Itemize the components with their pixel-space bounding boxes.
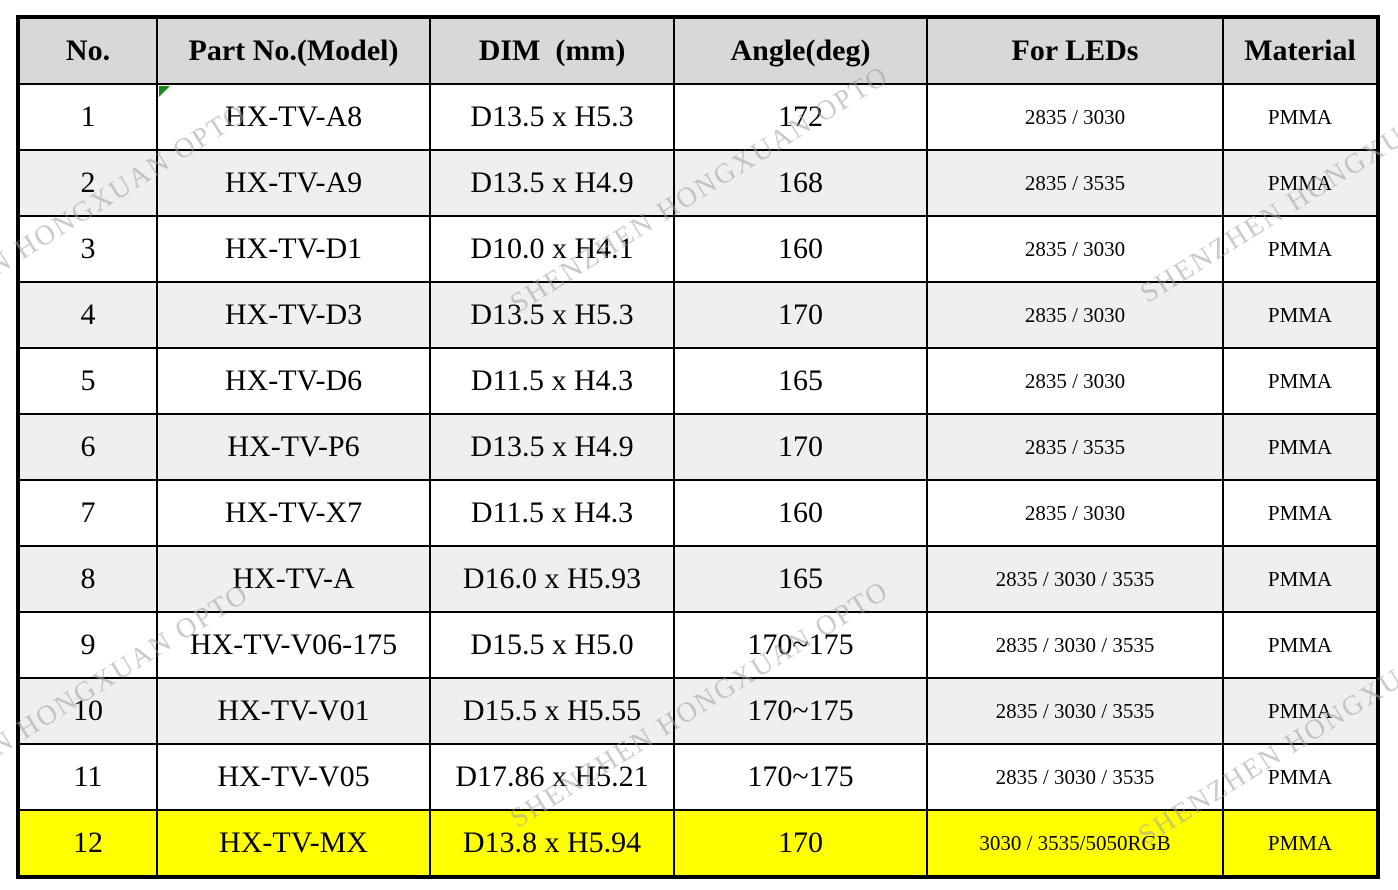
cell-dim: D11.5 x H4.3 (429, 479, 675, 547)
cell-material: PMMA (1222, 743, 1379, 811)
cell-dim: D17.86 x H5.21 (429, 743, 675, 811)
cell-model: HX-TV-MX (156, 809, 431, 878)
header-for-leds: For LEDs (926, 16, 1224, 85)
cell-angle: 170~175 (673, 677, 928, 745)
cell-material: PMMA (1222, 479, 1379, 547)
cell-for-leds: 2835 / 3535 (926, 413, 1224, 481)
cell-no: 12 (17, 809, 158, 878)
cell-dim: D13.8 x H5.94 (429, 809, 675, 878)
cell-dim: D16.0 x H5.93 (429, 545, 675, 613)
table-row: 5 HX-TV-D6 D11.5 x H4.3 165 2835 / 3030 PMMA (17, 347, 1379, 415)
table-row: 8 HX-TV-A D16.0 x H5.93 165 2835 / 3030 / 35… (17, 545, 1379, 613)
table-row: 10 HX-TV-V01 D15.5 x H5.55 170~175 2835 / 30… (17, 677, 1379, 745)
cell-model: HX-TV-X7 (156, 479, 431, 547)
cell-for-leds: 2835 / 3030 / 3535 (926, 611, 1224, 679)
cell-for-leds: 2835 / 3535 (926, 149, 1224, 217)
cell-for-leds: 2835 / 3030 / 3535 (926, 545, 1224, 613)
cell-angle: 170~175 (673, 743, 928, 811)
cell-for-leds: 2835 / 3030 (926, 347, 1224, 415)
cell-model: HX-TV-D6 (156, 347, 431, 415)
header-angle: Angle(deg) (673, 16, 928, 85)
cell-model: HX-TV-D1 (156, 215, 431, 283)
cell-dim: D11.5 x H4.3 (429, 347, 675, 415)
header-no: No. (17, 16, 158, 85)
cell-material: PMMA (1222, 809, 1379, 878)
cell-model: HX-TV-V05 (156, 743, 431, 811)
cell-dim: D13.5 x H4.9 (429, 149, 675, 217)
table-row: 4 HX-TV-D3 D13.5 x H5.3 170 2835 / 3030 PMMA (17, 281, 1379, 349)
led-lens-spec-table: No. Part No.(Model) DIM (mm) Angle(deg) … (16, 15, 1380, 879)
cell-no: 9 (17, 611, 158, 679)
header-row: No. Part No.(Model) DIM (mm) Angle(deg) … (17, 16, 1379, 85)
cell-model: HX-TV-V01 (156, 677, 431, 745)
cell-for-leds: 2835 / 3030 / 3535 (926, 743, 1224, 811)
cell-angle: 160 (673, 479, 928, 547)
cell-no: 3 (17, 215, 158, 283)
cell-dim: D10.0 x H4.1 (429, 215, 675, 283)
table-row: 1 HX-TV-A8 D13.5 x H5.3 172 2835 / 3030 PMMA (17, 83, 1379, 151)
table-row: 3 HX-TV-D1 D10.0 x H4.1 160 2835 / 3030 PMMA (17, 215, 1379, 283)
cell-material: PMMA (1222, 611, 1379, 679)
cell-material: PMMA (1222, 83, 1379, 151)
cell-angle: 170 (673, 413, 928, 481)
cell-model: HX-TV-A (156, 545, 431, 613)
cell-no: 6 (17, 413, 158, 481)
cell-no: 10 (17, 677, 158, 745)
table-body: 1 HX-TV-A8 D13.5 x H5.3 172 2835 / 3030 PMMA 2… (17, 83, 1379, 878)
cell-for-leds: 2835 / 3030 (926, 281, 1224, 349)
cell-model: HX-TV-D3 (156, 281, 431, 349)
table-row: 6 HX-TV-P6 D13.5 x H4.9 170 2835 / 3535 PMMA (17, 413, 1379, 481)
cell-dim: D15.5 x H5.0 (429, 611, 675, 679)
cell-for-leds: 2835 / 3030 / 3535 (926, 677, 1224, 745)
cell-material: PMMA (1222, 677, 1379, 745)
cell-no: 8 (17, 545, 158, 613)
cell-model: HX-TV-A8 (156, 83, 431, 151)
cell-for-leds: 2835 / 3030 (926, 83, 1224, 151)
cell-material: PMMA (1222, 149, 1379, 217)
cell-dim: D13.5 x H5.3 (429, 281, 675, 349)
cell-model: HX-TV-V06-175 (156, 611, 431, 679)
cell-angle: 165 (673, 545, 928, 613)
cell-material: PMMA (1222, 215, 1379, 283)
table-row: 12 HX-TV-MX D13.8 x H5.94 170 3030 / 3535/50… (17, 809, 1379, 878)
cell-for-leds: 2835 / 3030 (926, 479, 1224, 547)
cell-for-leds: 2835 / 3030 (926, 215, 1224, 283)
cell-angle: 170 (673, 809, 928, 878)
cell-angle: 168 (673, 149, 928, 217)
cell-no: 1 (17, 83, 158, 151)
cell-no: 11 (17, 743, 158, 811)
table-row: 11 HX-TV-V05 D17.86 x H5.21 170~175 2835 / 3… (17, 743, 1379, 811)
table-row: 2 HX-TV-A9 D13.5 x H4.9 168 2835 / 3535 PMMA (17, 149, 1379, 217)
cell-for-leds: 3030 / 3535/5050RGB (926, 809, 1224, 878)
cell-model: HX-TV-P6 (156, 413, 431, 481)
cell-angle: 172 (673, 83, 928, 151)
cell-material: PMMA (1222, 347, 1379, 415)
cell-angle: 165 (673, 347, 928, 415)
cell-material: PMMA (1222, 545, 1379, 613)
cell-no: 2 (17, 149, 158, 217)
cell-angle: 160 (673, 215, 928, 283)
cell-no: 4 (17, 281, 158, 349)
cell-angle: 170 (673, 281, 928, 349)
table-row: 7 HX-TV-X7 D11.5 x H4.3 160 2835 / 3030 PMMA (17, 479, 1379, 547)
cell-dim: D13.5 x H4.9 (429, 413, 675, 481)
cell-angle: 170~175 (673, 611, 928, 679)
cell-comment-flag-icon (159, 86, 170, 97)
header-material: Material (1222, 16, 1379, 85)
cell-no: 7 (17, 479, 158, 547)
table-row: 9 HX-TV-V06-175 D15.5 x H5.0 170~175 2835 / … (17, 611, 1379, 679)
cell-dim: D13.5 x H5.3 (429, 83, 675, 151)
cell-dim: D15.5 x H5.55 (429, 677, 675, 745)
cell-material: PMMA (1222, 281, 1379, 349)
cell-material: PMMA (1222, 413, 1379, 481)
cell-no: 5 (17, 347, 158, 415)
header-part-no: Part No.(Model) (156, 16, 431, 85)
header-dim: DIM (mm) (429, 16, 675, 85)
cell-model: HX-TV-A9 (156, 149, 431, 217)
